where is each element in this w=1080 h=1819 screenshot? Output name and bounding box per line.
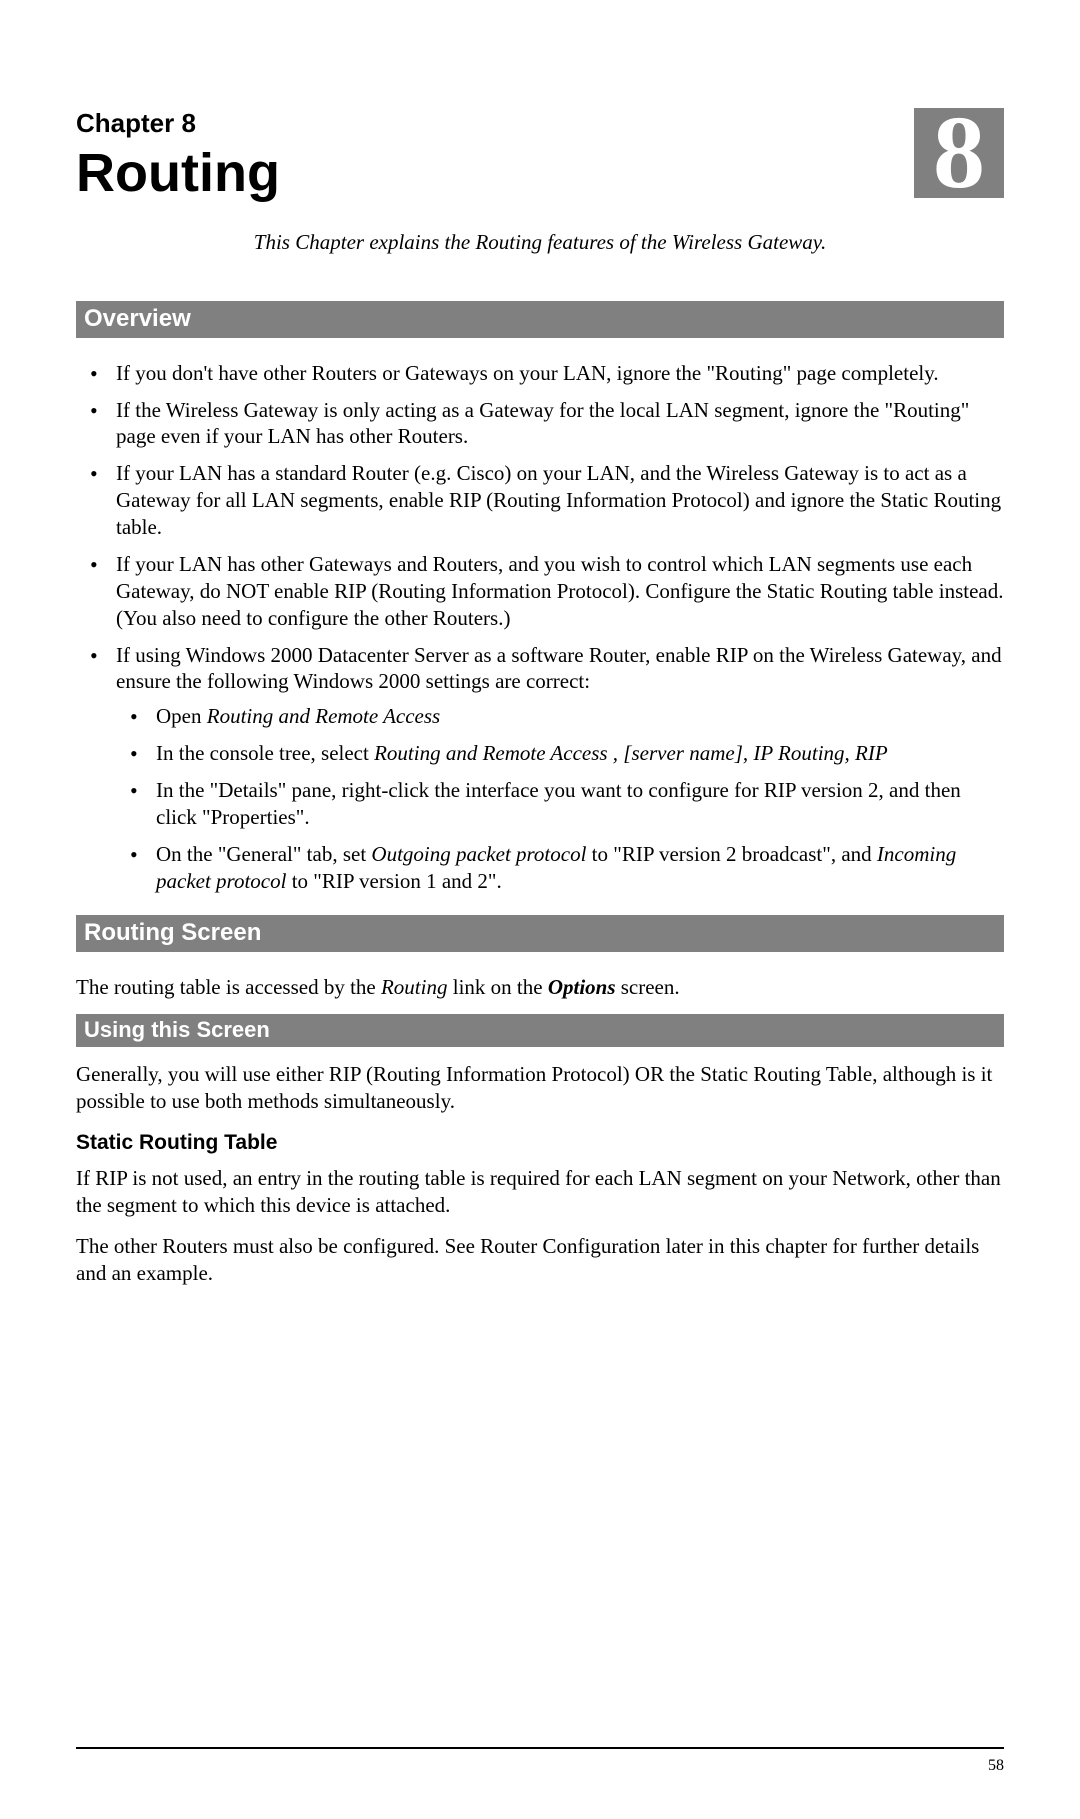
- using-screen-text: Generally, you will use either RIP (Rout…: [76, 1061, 1004, 1115]
- text-run: On the "General" tab, set: [156, 842, 371, 866]
- list-item: If your LAN has other Gateways and Route…: [76, 551, 1004, 632]
- footer-rule: [76, 1747, 1004, 1749]
- overview-sub-list: Open Routing and Remote Access In the co…: [116, 703, 1004, 894]
- chapter-number: 8: [933, 111, 985, 194]
- document-page: Chapter 8 Routing 8 This Chapter explain…: [0, 0, 1080, 1819]
- list-item: In the console tree, select Routing and …: [116, 740, 1004, 767]
- text-run: to "RIP version 2 broadcast", and: [586, 842, 876, 866]
- text-run-italic: Routing: [381, 975, 448, 999]
- text-run-italic: Routing and Remote Access , [server name…: [374, 741, 888, 765]
- text-run: screen.: [616, 975, 680, 999]
- text-run: The routing table is accessed by the: [76, 975, 381, 999]
- text-run-italic: Routing and Remote Access: [207, 704, 440, 728]
- chapter-intro: This Chapter explains the Routing featur…: [76, 230, 1004, 255]
- list-item-text: If using Windows 2000 Datacenter Server …: [116, 643, 1002, 694]
- static-routing-p1: If RIP is not used, an entry in the rout…: [76, 1165, 1004, 1219]
- list-item: Open Routing and Remote Access: [116, 703, 1004, 730]
- text-run: link on the: [447, 975, 547, 999]
- chapter-title: Routing: [76, 145, 1004, 202]
- static-routing-heading: Static Routing Table: [76, 1131, 1004, 1155]
- section-routing-screen-title: Routing Screen: [76, 915, 1004, 952]
- static-routing-p2: The other Routers must also be configure…: [76, 1233, 1004, 1287]
- list-item: On the "General" tab, set Outgoing packe…: [116, 841, 1004, 895]
- text-run-bold-italic: Options: [548, 975, 616, 999]
- subsection-using-title: Using this Screen: [76, 1014, 1004, 1047]
- list-item: If using Windows 2000 Datacenter Server …: [76, 642, 1004, 895]
- routing-screen-intro: The routing table is accessed by the Rou…: [76, 974, 1004, 1001]
- chapter-header: Chapter 8 Routing 8: [76, 108, 1004, 202]
- text-run-italic: Outgoing packet protocol: [371, 842, 586, 866]
- text-run: Open: [156, 704, 207, 728]
- chapter-label: Chapter 8: [76, 108, 1004, 139]
- section-overview-title: Overview: [76, 301, 1004, 338]
- list-item: If the Wireless Gateway is only acting a…: [76, 397, 1004, 451]
- list-item: In the "Details" pane, right-click the i…: [116, 777, 1004, 831]
- chapter-number-badge: 8: [914, 108, 1004, 198]
- text-run: to "RIP version 1 and 2".: [286, 869, 501, 893]
- overview-bullet-list: If you don't have other Routers or Gatew…: [76, 360, 1004, 895]
- text-run: In the console tree, select: [156, 741, 374, 765]
- list-item: If you don't have other Routers or Gatew…: [76, 360, 1004, 387]
- list-item: If your LAN has a standard Router (e.g. …: [76, 460, 1004, 541]
- page-number: 58: [988, 1757, 1004, 1775]
